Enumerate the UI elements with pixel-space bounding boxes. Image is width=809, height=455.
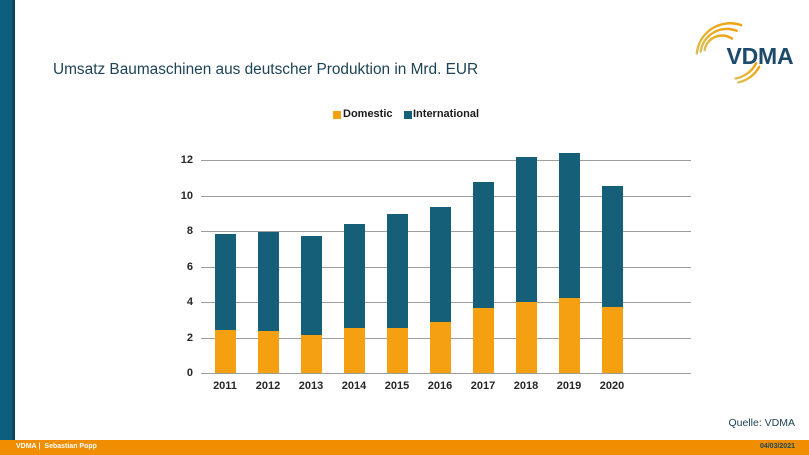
svg-text:VDMA: VDMA xyxy=(727,43,794,69)
